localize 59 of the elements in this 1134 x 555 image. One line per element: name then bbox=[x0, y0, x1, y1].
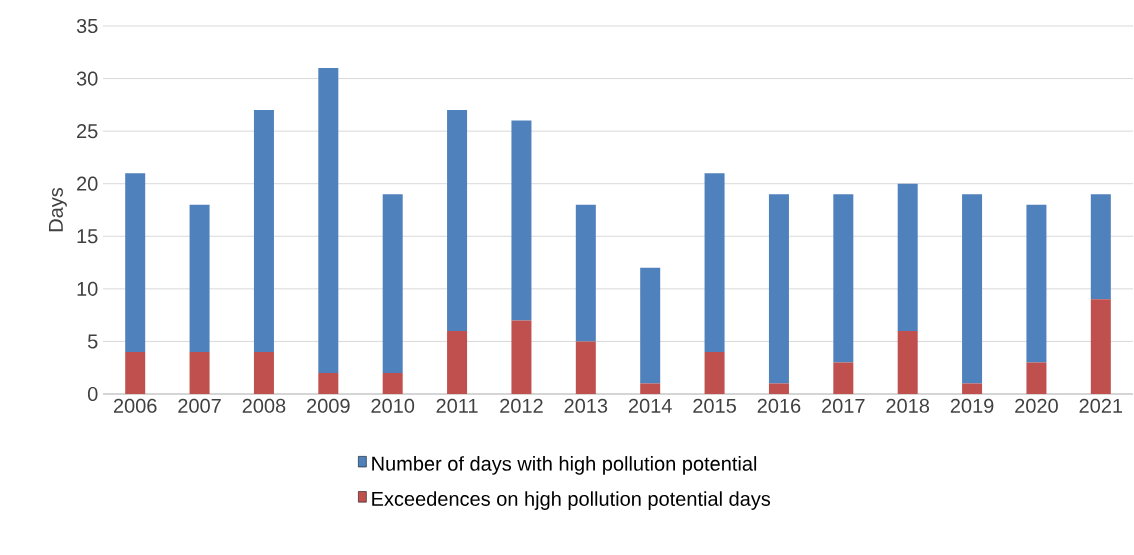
y-tick-label: 35 bbox=[76, 18, 98, 34]
bar bbox=[833, 194, 854, 363]
bar bbox=[640, 267, 661, 384]
bar bbox=[189, 204, 210, 352]
y-tick-label: 5 bbox=[87, 334, 98, 349]
bar bbox=[704, 351, 725, 394]
bar bbox=[382, 372, 403, 394]
bar bbox=[1026, 204, 1047, 363]
bar bbox=[511, 320, 532, 394]
x-tick-label: 2015 bbox=[693, 398, 736, 413]
x-tick-label: 2016 bbox=[757, 398, 801, 413]
bar bbox=[125, 173, 146, 352]
bar bbox=[447, 110, 468, 331]
x-tick-label: 2019 bbox=[950, 398, 994, 413]
x-tick-label: 2008 bbox=[242, 398, 286, 413]
bar bbox=[962, 383, 983, 394]
bar bbox=[382, 194, 403, 373]
bar bbox=[1090, 299, 1111, 394]
bar bbox=[511, 120, 532, 321]
bar bbox=[318, 68, 339, 373]
x-tick-label: 2007 bbox=[178, 398, 221, 413]
bar bbox=[1090, 194, 1111, 300]
y-tick-label: 10 bbox=[77, 281, 98, 296]
x-tick-label: 2021 bbox=[1079, 398, 1123, 413]
bar bbox=[447, 330, 468, 394]
bar bbox=[897, 183, 918, 331]
bar bbox=[575, 204, 596, 342]
bar bbox=[1026, 362, 1047, 394]
bar bbox=[640, 383, 661, 394]
x-tick-label: 2009 bbox=[307, 398, 350, 413]
y-axis-title: Days bbox=[48, 187, 67, 232]
x-tick-label: 2006 bbox=[113, 398, 157, 413]
x-tick-label: 2011 bbox=[436, 398, 478, 413]
y-tick-label: 0 bbox=[87, 386, 98, 402]
bar bbox=[125, 351, 146, 394]
bar bbox=[962, 194, 983, 384]
y-tick-label: 20 bbox=[77, 176, 98, 191]
bar bbox=[189, 351, 210, 394]
x-tick-label: 2012 bbox=[500, 398, 543, 413]
bar bbox=[575, 341, 596, 394]
y-tick-label: 30 bbox=[76, 71, 98, 86]
x-tick-label: 2020 bbox=[1015, 398, 1058, 413]
bar bbox=[897, 330, 918, 394]
x-tick-label: 2010 bbox=[371, 398, 415, 413]
y-tick-label: 25 bbox=[77, 124, 98, 139]
bar bbox=[768, 383, 789, 394]
bar bbox=[253, 110, 274, 352]
bar bbox=[704, 173, 725, 352]
legend-label: Exceedences on hjgh pollution potential days bbox=[372, 491, 771, 510]
x-tick-label: 2013 bbox=[564, 398, 608, 413]
bar bbox=[253, 351, 274, 394]
bar bbox=[768, 194, 789, 384]
bar bbox=[318, 372, 339, 394]
x-tick-label: 2014 bbox=[628, 398, 672, 413]
x-tick-label: 2018 bbox=[886, 398, 930, 413]
y-tick-label: 15 bbox=[77, 229, 98, 244]
legend-label: Number of days with high pollution potential bbox=[372, 456, 757, 475]
bar bbox=[833, 362, 854, 394]
x-tick-label: 2017 bbox=[822, 398, 865, 413]
